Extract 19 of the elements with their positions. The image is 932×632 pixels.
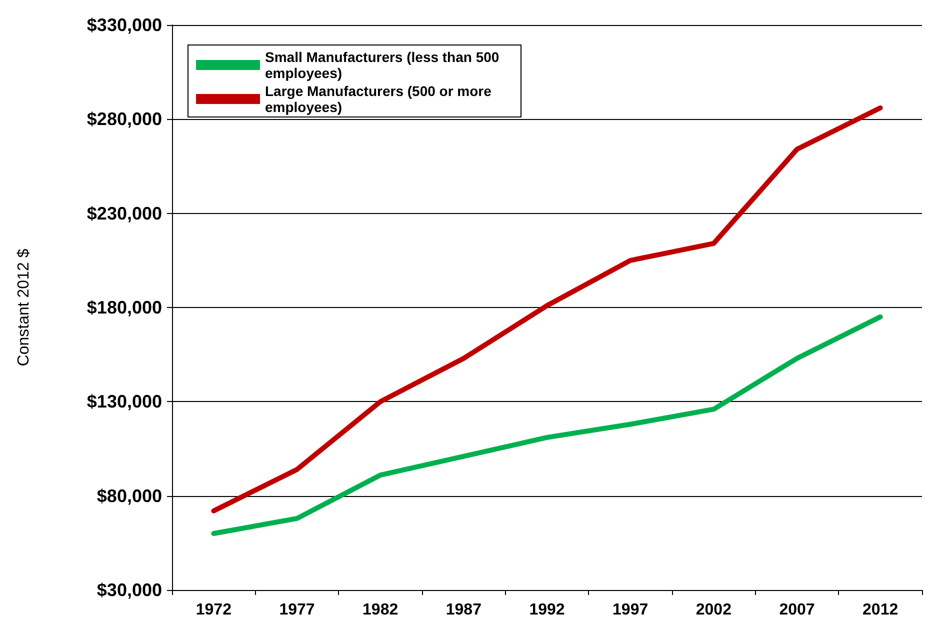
y-tick-label: $180,000: [86, 298, 162, 318]
x-tick-label: 2002: [696, 602, 732, 618]
y-tick-label: $80,000: [96, 486, 162, 506]
x-tick-label: 1972: [196, 602, 232, 618]
y-axis-title: Constant 2012 $: [16, 248, 32, 366]
x-tick-label: 2007: [779, 602, 815, 618]
legend-label: Small Manufacturers (less than 500 employees): [265, 49, 504, 81]
x-tick-label: 1987: [446, 602, 482, 618]
y-tick-label: $280,000: [86, 109, 162, 130]
x-tick-label: 1977: [279, 602, 315, 618]
y-tick-label: $30,000: [96, 580, 162, 600]
x-tick-label: 2012: [862, 602, 898, 618]
y-tick-label: $330,000: [86, 15, 162, 35]
x-tick-label: 1992: [529, 602, 565, 618]
y-tick-label: $130,000: [86, 392, 162, 412]
y-tick-label: $230,000: [86, 203, 162, 224]
legend-label: Large Manufacturers (500 or more employees): [265, 83, 496, 115]
x-tick-label: 1982: [362, 602, 398, 618]
x-tick-label: 1997: [612, 602, 648, 618]
